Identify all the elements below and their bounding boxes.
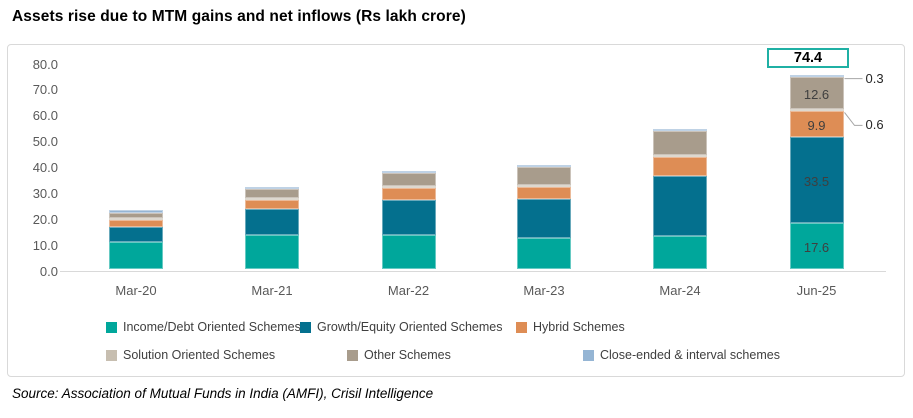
legend-swatch xyxy=(106,321,117,333)
legend-label: Income/Debt Oriented Schemes xyxy=(123,320,301,334)
legend-label: Close-ended & interval schemes xyxy=(600,348,780,362)
bar-segment xyxy=(789,74,844,77)
bar-segment xyxy=(653,236,707,269)
y-tick-label: 10.0 xyxy=(32,237,58,253)
bar-segment xyxy=(245,188,299,199)
bar-segment xyxy=(517,164,571,167)
legend-row: Income/Debt Oriented Schemes Growth/Equit… xyxy=(8,320,906,336)
legend-swatch xyxy=(300,321,311,333)
bar-segment xyxy=(245,186,299,189)
bar-segment xyxy=(789,109,844,112)
legend-label: Growth/Equity Oriented Schemes xyxy=(317,320,503,334)
legend-item: Other Schemes xyxy=(347,348,451,362)
y-tick-label: 40.0 xyxy=(32,160,58,175)
bar-segment xyxy=(653,154,707,157)
x-axis-label: Mar-20 xyxy=(115,283,157,298)
segment-data-label: 9.9 xyxy=(807,117,826,133)
legend-swatch xyxy=(583,349,594,361)
bar-segment xyxy=(653,128,707,131)
legend-item: Growth/Equity Oriented Schemes xyxy=(300,320,503,334)
bar-jun-25 xyxy=(789,74,844,269)
legend-label: Other Schemes xyxy=(364,348,451,362)
x-axis-label: Mar-23 xyxy=(523,283,565,298)
y-tick-label: 20.0 xyxy=(32,211,58,227)
bar-segment xyxy=(245,200,299,210)
bar-segment xyxy=(109,227,163,243)
bar-segment xyxy=(381,185,436,188)
legend-swatch xyxy=(347,349,358,361)
y-tick-label: 60.0 xyxy=(32,108,58,124)
callout-data-label: 0.3 xyxy=(865,70,884,86)
bar-segment xyxy=(789,76,844,110)
bar-segment xyxy=(245,234,299,269)
bar-segment xyxy=(245,198,299,201)
bar-mar-20 xyxy=(109,209,163,269)
y-tick-label: 50.0 xyxy=(32,134,58,150)
legend-label: Solution Oriented Schemes xyxy=(123,348,276,362)
legend-row: Solution Oriented Schemes Other Schemes Cl… xyxy=(8,348,906,364)
bar-segment xyxy=(517,186,571,200)
y-tick-label: 30.0 xyxy=(32,185,58,201)
bar-segment xyxy=(517,166,571,185)
total-label: 74.4 xyxy=(793,50,823,66)
bar-segment xyxy=(653,156,707,176)
bar-mar-23 xyxy=(517,164,571,269)
source-note: Source: Association of Mutual Funds in I… xyxy=(12,386,434,401)
bar-segment xyxy=(517,199,571,239)
segment-data-label: 17.6 xyxy=(803,240,830,256)
legend-item: Hybrid Schemes xyxy=(516,320,625,334)
bar-segment xyxy=(109,212,163,218)
x-axis-label: Mar-22 xyxy=(387,283,430,298)
bar-segment xyxy=(381,187,436,200)
legend-item: Income/Debt Oriented Schemes xyxy=(106,320,301,334)
bar-segment xyxy=(245,209,299,235)
bar-segment xyxy=(517,238,571,269)
bar-mar-24 xyxy=(653,128,707,269)
legend-label: Hybrid Schemes xyxy=(533,320,625,334)
bar-segment xyxy=(381,172,436,186)
y-tick-label: 0.0 xyxy=(39,263,58,279)
bar-segment xyxy=(653,130,707,155)
bar-segment xyxy=(109,242,163,269)
x-axis-label: Jun-25 xyxy=(796,283,837,298)
bar-segment xyxy=(653,175,707,237)
chart-title: Assets rise due to MTM gains and net inf… xyxy=(12,8,466,25)
x-axis-label: Mar-24 xyxy=(659,283,701,298)
segment-data-label: 12.6 xyxy=(803,87,830,103)
bar-segment xyxy=(789,136,844,224)
segment-data-label: 33.5 xyxy=(803,174,830,190)
total-label-box: 74.4 xyxy=(767,48,849,68)
y-tick-label: 70.0 xyxy=(32,82,58,98)
x-axis-label: Mar-21 xyxy=(251,283,293,298)
bar-segment xyxy=(381,170,436,173)
bar-segment xyxy=(381,199,436,236)
callout-data-label: 0.6 xyxy=(865,117,884,133)
bar-mar-21 xyxy=(245,186,299,269)
callout-leader-line xyxy=(844,112,863,126)
bar-segment xyxy=(109,209,163,213)
legend-swatch xyxy=(516,321,527,333)
bar-segment xyxy=(109,217,163,220)
bar-segment xyxy=(789,111,844,137)
bar-mar-22 xyxy=(381,170,436,269)
y-tick-label: 80.0 xyxy=(32,56,58,72)
bar-segment xyxy=(109,219,163,228)
bar-segment xyxy=(517,184,571,187)
chart-area: 0.0 10.0 20.0 30.0 40.0 50.0 60.0 70.0 80.0 Mar-… xyxy=(7,44,905,377)
legend-swatch xyxy=(106,349,117,361)
bar-segment xyxy=(789,223,844,269)
legend-item: Solution Oriented Schemes xyxy=(106,348,275,362)
x-axis-line xyxy=(60,271,886,272)
bar-segment xyxy=(381,235,436,269)
legend-item: Close-ended & interval schemes xyxy=(583,348,780,362)
